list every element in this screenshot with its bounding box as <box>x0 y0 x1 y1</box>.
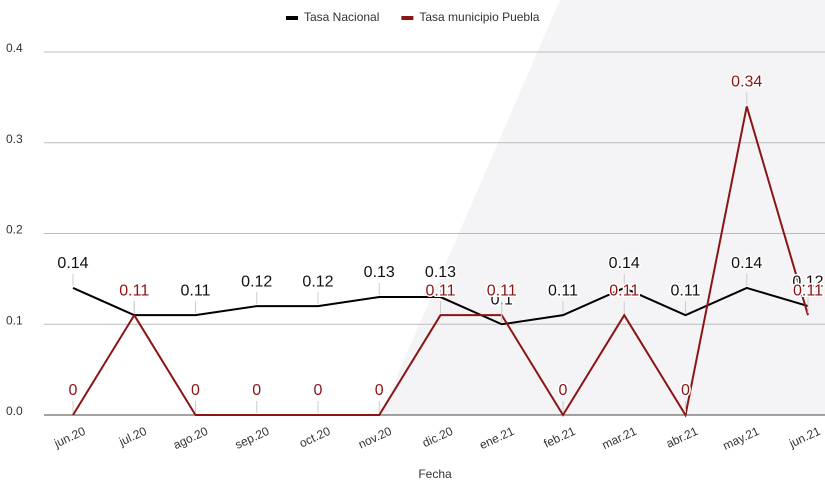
data-label: 0 <box>681 382 690 399</box>
background-shape <box>380 0 825 415</box>
data-label: 0.11 <box>671 282 701 299</box>
x-tick-label: jun.21 <box>786 424 823 451</box>
data-label: 0.14 <box>731 255 762 272</box>
data-label: 0 <box>375 382 384 399</box>
data-label: 0.1 <box>491 291 513 308</box>
x-tick-label: may.21 <box>721 424 762 453</box>
data-label: 0.11 <box>181 282 211 299</box>
data-label: 0.13 <box>364 264 395 281</box>
series-line <box>72 106 809 418</box>
data-label: 0.11 <box>426 282 456 299</box>
x-tick-label: mar.21 <box>600 424 639 452</box>
data-label: 0.14 <box>57 255 88 272</box>
data-label: 0.11 <box>119 282 149 299</box>
data-label: 0.11 <box>793 282 823 299</box>
y-tick-label: 0.0 <box>6 404 23 418</box>
x-tick-label: oct.20 <box>297 424 333 451</box>
y-tick-label: 0.3 <box>6 132 23 146</box>
legend-swatch <box>286 16 298 20</box>
data-label: 0 <box>69 382 78 399</box>
x-tick-label: nov.20 <box>356 424 394 452</box>
data-label: 0.11 <box>548 282 578 299</box>
x-tick-label: jun.20 <box>51 424 88 451</box>
data-label: 0.12 <box>792 273 823 290</box>
y-tick-label: 0.4 <box>6 41 23 55</box>
data-label: 0.11 <box>119 282 149 299</box>
x-axis-label: Fecha <box>418 467 452 481</box>
x-tick-label: jul.20 <box>116 424 149 449</box>
x-tick-label: abr.21 <box>664 424 700 451</box>
data-label: 0 <box>252 382 261 399</box>
x-tick-label: dic.20 <box>420 424 455 450</box>
data-label: 0 <box>314 382 323 399</box>
data-label: 0.12 <box>302 273 333 290</box>
data-label: 0.34 <box>731 74 762 91</box>
x-tick-label: feb.21 <box>541 424 577 451</box>
data-label: 0.13 <box>425 264 456 281</box>
x-tick-label: ene.21 <box>477 424 516 452</box>
data-label: 0.14 <box>609 255 640 272</box>
series-line <box>72 286 809 326</box>
x-tick-label: ago.20 <box>171 424 210 452</box>
legend-label: Tasa municipio Puebla <box>419 10 539 24</box>
y-tick-label: 0.1 <box>6 313 23 327</box>
data-label: 0.11 <box>487 282 517 299</box>
legend-swatch <box>401 16 414 20</box>
x-tick-label: sep.20 <box>233 424 272 452</box>
legend-label: Tasa Nacional <box>304 10 379 24</box>
data-label: 0.11 <box>609 282 639 299</box>
y-tick-label: 0.2 <box>6 223 23 237</box>
data-label: 0 <box>559 382 568 399</box>
data-label: 0.12 <box>241 273 272 290</box>
data-label: 0 <box>191 382 200 399</box>
